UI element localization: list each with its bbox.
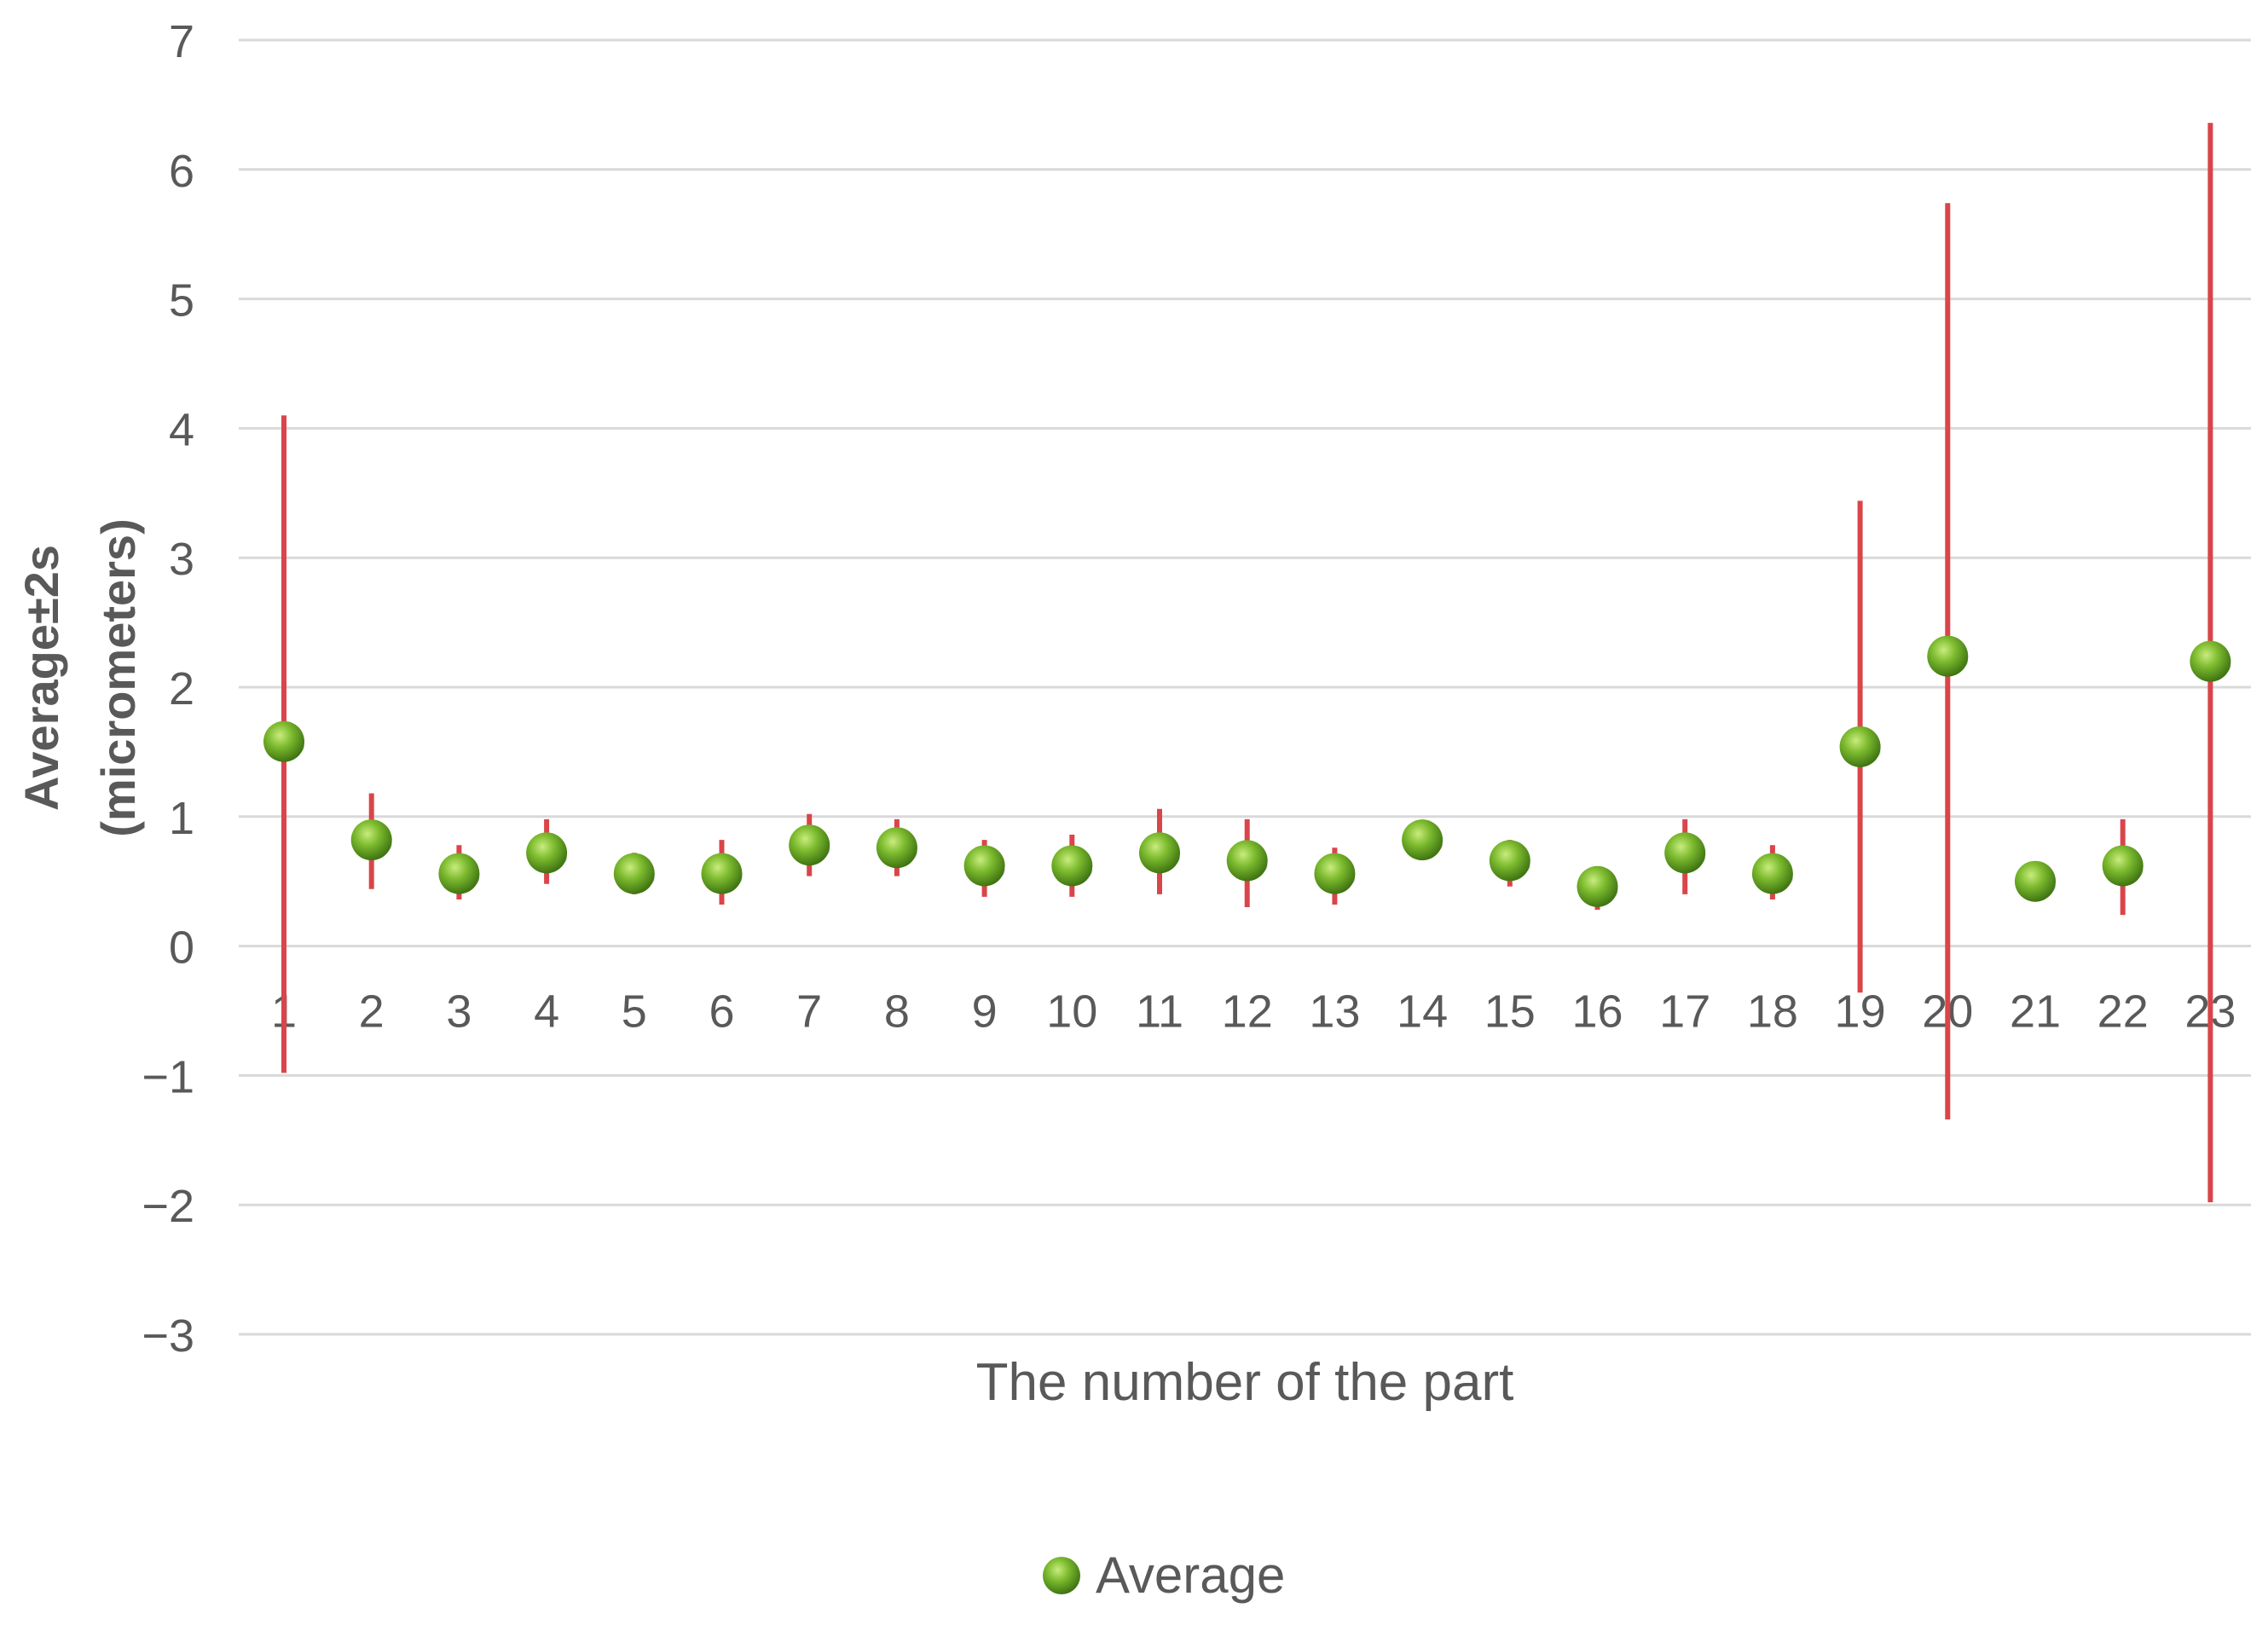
gridlines — [239, 38, 2251, 1336]
y-tick-label: 5 — [169, 275, 194, 327]
data-point — [350, 819, 392, 861]
y-tick-label: −2 — [142, 1181, 194, 1232]
legend-label: Average — [1096, 1547, 1285, 1604]
data-point — [526, 832, 568, 874]
x-tick-label: 5 — [622, 986, 647, 1038]
y-axis-title: Average±2s (micrometers) — [14, 518, 145, 836]
y-tick-label: −3 — [142, 1310, 194, 1362]
data-point — [1664, 832, 1706, 874]
data-point — [2015, 860, 2056, 902]
x-tick-label: 16 — [1571, 986, 1623, 1038]
x-tick-label: 14 — [1397, 986, 1448, 1038]
x-tick-label: 2 — [359, 986, 385, 1038]
y-axis-title-line2: (micrometers) — [91, 518, 145, 836]
x-tick-label: 22 — [2097, 986, 2149, 1038]
x-tick-label: 19 — [1835, 986, 1886, 1038]
x-tick-label: 18 — [1747, 986, 1798, 1038]
data-point — [1314, 853, 1356, 894]
data-point — [1577, 865, 1618, 907]
error-bars — [281, 123, 2213, 1203]
x-tick-label: 3 — [446, 986, 472, 1038]
x-tick-label: 13 — [1309, 986, 1360, 1038]
data-point — [1402, 819, 1444, 861]
data-point — [701, 853, 743, 894]
legend-marker — [1043, 1557, 1080, 1594]
x-tick-label: 21 — [2010, 986, 2061, 1038]
data-point — [1489, 840, 1530, 882]
data-point — [263, 720, 304, 762]
data-point — [2190, 640, 2231, 682]
x-tick-label: 17 — [1659, 986, 1710, 1038]
data-point — [1051, 845, 1093, 887]
x-tick-label: 10 — [1046, 986, 1097, 1038]
y-tick-label: 3 — [169, 534, 194, 585]
x-tick-label: 15 — [1484, 986, 1536, 1038]
data-point — [438, 853, 480, 894]
data-point — [613, 853, 655, 894]
y-tick-label: 0 — [169, 922, 194, 974]
data-point — [1751, 853, 1793, 894]
data-point — [963, 845, 1005, 887]
x-tick-label: 12 — [1222, 986, 1273, 1038]
y-tick-label: 2 — [169, 663, 194, 714]
data-point — [2102, 845, 2144, 887]
y-tick-label: 7 — [169, 16, 194, 67]
y-tick-label: 4 — [169, 404, 194, 455]
x-axis-title: The number of the part — [976, 1353, 1514, 1412]
data-point — [1927, 635, 1969, 677]
data-points — [263, 635, 2231, 907]
x-tick-labels: 1234567891011121314151617181920212223 — [271, 986, 2236, 1038]
data-point — [876, 827, 917, 869]
data-point — [1226, 840, 1268, 882]
y-tick-labels: 7 6 5 4 3 2 1 0 −1 −2 −3 — [142, 16, 194, 1362]
data-point — [1139, 832, 1180, 874]
x-tick-label: 11 — [1136, 986, 1183, 1038]
data-point — [789, 824, 830, 866]
data-point — [1839, 726, 1881, 767]
legend: Average — [1043, 1547, 1285, 1604]
y-tick-label: 1 — [169, 793, 194, 844]
x-tick-label: 8 — [884, 986, 910, 1038]
y-tick-label: −1 — [142, 1051, 194, 1102]
x-tick-label: 6 — [709, 986, 734, 1038]
y-tick-label: 6 — [169, 146, 194, 197]
x-tick-label: 4 — [534, 986, 559, 1038]
x-tick-label: 9 — [972, 986, 998, 1038]
y-axis-title-line1: Average±2s — [14, 545, 68, 811]
x-tick-label: 7 — [796, 986, 822, 1038]
